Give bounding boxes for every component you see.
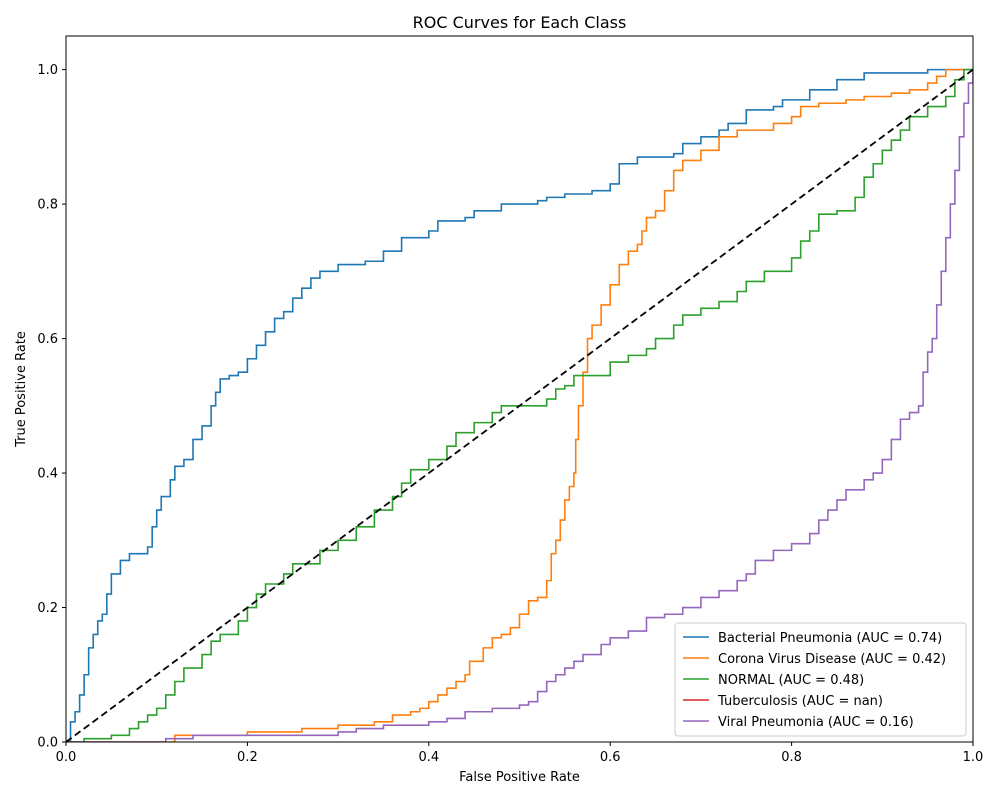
x-tick-label: 1.0 <box>963 750 984 765</box>
chart-title: ROC Curves for Each Class <box>413 13 627 32</box>
y-axis-title: True Positive Rate <box>14 331 29 448</box>
y-tick-label: 0.4 <box>37 467 58 482</box>
y-tick-label: 0.8 <box>37 198 58 213</box>
x-tick-label: 0.0 <box>56 750 77 765</box>
y-axis: 0.0 0.2 0.4 0.6 0.8 1.0 <box>37 63 66 751</box>
plot-frame <box>65 35 974 743</box>
x-tick-label: 0.6 <box>600 750 621 765</box>
legend-box <box>674 622 967 737</box>
x-tick-label: 0.8 <box>781 750 802 765</box>
y-tick-label: 0.6 <box>37 332 58 347</box>
series-line-4 <box>66 69 973 742</box>
x-axis: 0.0 0.2 0.4 0.6 0.8 1.0 <box>56 742 984 765</box>
legend: Bacterial Pneumonia (AUC = 0.74) Corona V… <box>674 622 967 737</box>
x-axis-title: False Positive Rate <box>459 770 580 785</box>
series-line-2 <box>66 68 973 742</box>
legend-label: Tuberculosis (AUC = nan) <box>717 694 883 709</box>
legend-label: Bacterial Pneumonia (AUC = 0.74) <box>718 631 942 646</box>
reference-diagonal-line <box>66 68 973 742</box>
x-tick-label: 0.4 <box>418 750 439 765</box>
series-line-0 <box>66 68 973 742</box>
legend-label: NORMAL (AUC = 0.48) <box>718 673 864 688</box>
y-tick-label: 0.2 <box>37 601 58 616</box>
plot-area <box>66 68 973 742</box>
legend-label: Viral Pneumonia (AUC = 0.16) <box>718 715 914 730</box>
y-tick-label: 0.0 <box>37 736 58 751</box>
x-tick-label: 0.2 <box>237 750 258 765</box>
series-line-1 <box>66 68 973 742</box>
legend-label: Corona Virus Disease (AUC = 0.42) <box>718 652 946 667</box>
y-tick-label: 1.0 <box>37 63 58 78</box>
